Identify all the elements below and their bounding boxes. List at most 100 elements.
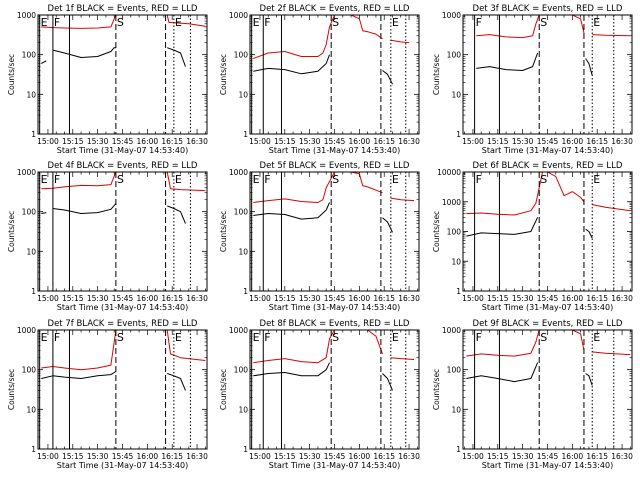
x-tick-label: 16:30 — [611, 294, 633, 303]
x-tick-label: 15:45 — [112, 137, 134, 146]
chart-panel-8: Det 8f BLACK = Events, RED = LLD 1 10 100 10… — [219, 319, 420, 470]
y-tick-label: 100 — [22, 51, 37, 60]
x-tick-label: 15:30 — [512, 294, 534, 303]
series-events — [253, 54, 393, 85]
series-lld-line — [253, 172, 383, 203]
series-lld — [466, 330, 631, 357]
x-tick-label: 16:15 — [373, 294, 395, 303]
y-axis-label: Counts/sec — [7, 54, 16, 95]
y-tick-label: 1 — [243, 130, 248, 139]
chart-panel-5: Det 5f BLACK = Events, RED = LLD 1 10 100 10… — [219, 161, 420, 312]
x-ticks: 15:00 15:15 15:30 15:45 16:00 16:15 16:30 — [462, 172, 633, 303]
x-tick-label: 15:15 — [62, 137, 84, 146]
y-tick-label: 1000 — [442, 326, 461, 335]
x-tick-label: 15:00 — [37, 452, 59, 461]
marker-label: F — [264, 16, 270, 29]
x-ticks: 15:00 15:15 15:30 15:45 16:00 16:15 16:30 — [462, 15, 633, 146]
x-tick-label: 16:15 — [373, 452, 395, 461]
x-axis-label: Start Time (31-May-07 14:53:40) — [57, 146, 188, 155]
series-events — [41, 203, 186, 224]
x-tick-label: 16:30 — [398, 294, 420, 303]
chart-title: Det 1f BLACK = Events, RED = LLD — [48, 4, 198, 14]
marker-label: S — [332, 16, 339, 29]
x-tick-label: 15:15 — [62, 294, 84, 303]
x-tick-label: 15:00 — [249, 452, 271, 461]
series-lld-line — [253, 15, 383, 59]
y-tick-label: 10000 — [437, 168, 461, 177]
chart-panel-6: Det 6f BLACK = Events, RED = LLD 1 10 100 10… — [432, 161, 633, 312]
series-lld-line — [41, 15, 117, 29]
y-tick-label: 10 — [238, 90, 248, 99]
marker-label: F — [476, 16, 482, 29]
series-events-line — [41, 60, 47, 64]
marker-label: F — [476, 173, 482, 186]
y-tick-label: 100 — [22, 366, 37, 375]
series-group — [466, 172, 631, 239]
chart-panel-1: Det 1f BLACK = Events, RED = LLD 1 10 100 10… — [7, 4, 208, 155]
x-tick-label: 16:15 — [161, 452, 183, 461]
series-lld-line — [592, 351, 631, 356]
x-tick-label: 15:30 — [512, 137, 534, 146]
x-tick-label: 15:45 — [537, 452, 559, 461]
x-tick-label: 16:00 — [349, 137, 371, 146]
x-tick-label: 16:00 — [137, 452, 159, 461]
marker-label: F — [264, 331, 270, 344]
series-lld — [466, 172, 631, 216]
series-events-line — [167, 47, 186, 67]
y-tick-label: 10 — [238, 247, 248, 256]
marker-label: F — [54, 173, 60, 186]
x-tick-label: 15:45 — [324, 294, 346, 303]
chart-title: Det 8f BLACK = Events, RED = LLD — [260, 319, 410, 329]
y-tick-label: 10 — [26, 247, 36, 256]
x-tick-label: 16:00 — [562, 294, 584, 303]
plot-frame — [462, 14, 633, 135]
x-axis-label: Start Time (31-May-07 14:53:40) — [482, 303, 613, 312]
series-lld-line — [466, 172, 585, 216]
y-tick-label: 1 — [31, 287, 36, 296]
plot-frame — [249, 329, 420, 450]
y-tick-label: 1 — [31, 445, 36, 454]
chart-title: Det 2f BLACK = Events, RED = LLD — [260, 4, 410, 14]
marker-label: S — [117, 16, 124, 29]
series-lld-line — [390, 357, 415, 360]
x-tick-label: 15:45 — [537, 294, 559, 303]
x-axis-label: Start Time (31-May-07 14:53:40) — [269, 146, 400, 155]
y-tick-label: 1000 — [229, 168, 248, 177]
chart-panel-4: Det 4f BLACK = Events, RED = LLD 1 10 100 10… — [7, 161, 208, 312]
plot-frame — [249, 171, 420, 292]
x-tick-label: 15:30 — [299, 452, 321, 461]
series-events-line — [466, 217, 539, 237]
series-lld-line — [166, 172, 206, 192]
marker-label: F — [476, 331, 482, 344]
x-tick-label: 16:15 — [586, 452, 608, 461]
x-tick-label: 15:30 — [87, 137, 109, 146]
series-events-line — [167, 205, 186, 224]
y-tick-label: 1 — [456, 130, 461, 139]
y-axis-label: Counts/sec — [219, 54, 228, 95]
x-tick-label: 15:30 — [299, 294, 321, 303]
plot-frame — [37, 14, 208, 135]
x-ticks: 15:00 15:15 15:30 15:45 16:00 16:15 16:30 — [37, 330, 208, 461]
x-tick-label: 15:00 — [37, 137, 59, 146]
chart-panel-7: Det 7f BLACK = Events, RED = LLD 1 10 100 10… — [7, 319, 208, 470]
y-tick-label: 10 — [451, 257, 461, 266]
x-axis-label: Start Time (31-May-07 14:53:40) — [269, 461, 400, 470]
series-group — [466, 330, 631, 386]
x-tick-label: 15:15 — [62, 452, 84, 461]
y-tick-label: 1000 — [17, 326, 36, 335]
x-tick-label: 15:00 — [462, 294, 484, 303]
series-lld — [253, 172, 415, 203]
x-tick-label: 16:00 — [562, 137, 584, 146]
x-tick-label: 16:15 — [586, 137, 608, 146]
x-tick-label: 16:15 — [373, 137, 395, 146]
x-axis-label: Start Time (31-May-07 14:53:40) — [482, 146, 613, 155]
x-tick-label: 15:15 — [274, 294, 296, 303]
